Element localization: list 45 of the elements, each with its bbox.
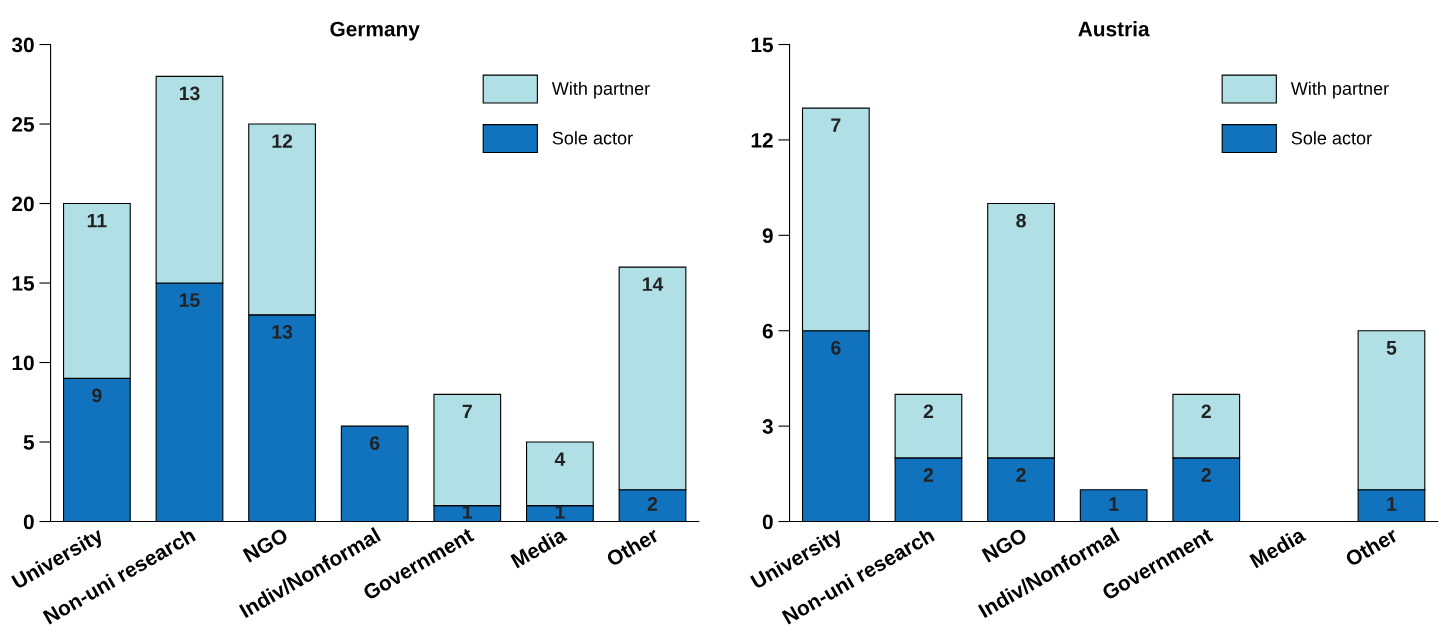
data-label: 1 bbox=[1387, 497, 1397, 511]
data-label: 8 bbox=[1016, 213, 1026, 228]
data-label: 11 bbox=[87, 213, 107, 228]
x-tick-label: Other bbox=[1344, 526, 1399, 567]
data-label: 13 bbox=[272, 324, 293, 339]
y-tick-label: 30 bbox=[11, 37, 34, 53]
data-label: 2 bbox=[1201, 404, 1211, 419]
y-tick-label: 9 bbox=[762, 228, 773, 244]
data-label: 2 bbox=[923, 404, 934, 419]
y-tick-label: 15 bbox=[751, 37, 773, 53]
data-label: 6 bbox=[831, 340, 841, 355]
data-label: 13 bbox=[179, 86, 200, 101]
y-tick-label: 6 bbox=[762, 323, 773, 339]
y-tick-label: 5 bbox=[23, 435, 35, 450]
data-label: 15 bbox=[179, 293, 200, 307]
data-label: 2 bbox=[1016, 468, 1026, 482]
y-tick-label: 3 bbox=[762, 419, 773, 434]
y-tick-label: 15 bbox=[12, 276, 35, 291]
y-tick-label: 10 bbox=[12, 355, 34, 371]
data-label: 12 bbox=[272, 134, 293, 148]
data-label: 2 bbox=[1201, 468, 1211, 482]
legend-label: With partner bbox=[551, 81, 650, 99]
data-label: 1 bbox=[555, 505, 565, 519]
data-label: 1 bbox=[463, 505, 473, 519]
legend-label: Sole actor bbox=[1291, 131, 1372, 145]
y-tick-label: 0 bbox=[762, 514, 773, 530]
legend-label: Sole actor bbox=[552, 131, 633, 145]
data-label: 2 bbox=[923, 468, 934, 482]
data-label: 1 bbox=[1109, 497, 1119, 511]
data-label: 14 bbox=[642, 277, 664, 291]
y-tick-label: 12 bbox=[751, 132, 773, 148]
y-tick-label: 0 bbox=[23, 514, 34, 530]
data-label: 4 bbox=[554, 452, 566, 466]
data-label: 7 bbox=[831, 118, 841, 132]
y-tick-label: 25 bbox=[12, 117, 35, 132]
data-label: 6 bbox=[369, 436, 380, 451]
data-label: 2 bbox=[647, 497, 658, 511]
data-label: 5 bbox=[1386, 341, 1397, 355]
data-label: 7 bbox=[462, 404, 472, 419]
data-label: 9 bbox=[92, 388, 102, 403]
legend-label: With partner bbox=[1290, 81, 1389, 99]
x-tick-label: Other bbox=[605, 526, 660, 567]
y-tick-label: 20 bbox=[12, 196, 34, 212]
chart-title: Austria bbox=[1078, 21, 1150, 37]
chart-title: Germany bbox=[330, 21, 420, 41]
